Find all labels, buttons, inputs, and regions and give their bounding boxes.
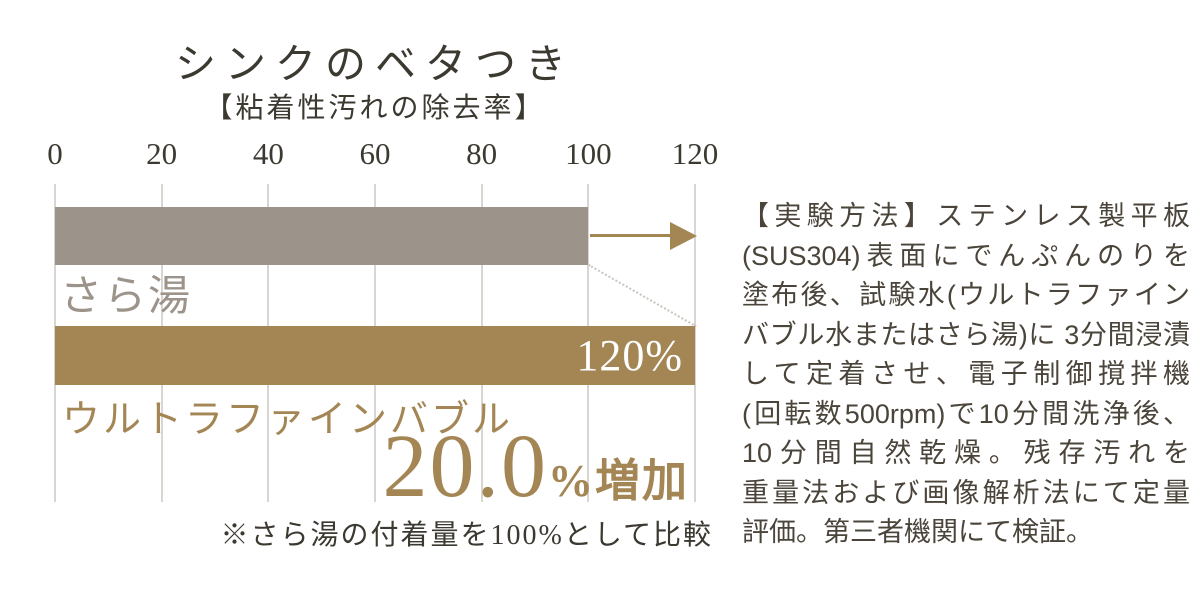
axis-tick-label: 40 — [252, 136, 284, 171]
page-subtitle: 【粘着性汚れの除去率】 — [204, 93, 546, 124]
axis-tick-label: 80 — [466, 136, 498, 171]
method-line: バブル水またはさら湯)に 3分間浸漬 — [742, 319, 1190, 350]
method-text-block: 【実験方法】ステンレス製平板 (SUS304)表面にでんぷんのりを 塗布後、試験… — [742, 197, 1190, 553]
method-line: 【実験方法】ステンレス製平板 — [742, 201, 1190, 231]
dotted-connector-line — [588, 264, 697, 328]
bar-sarayu — [55, 207, 589, 265]
method-line: 10分間自然乾燥。残存汚れを — [742, 438, 1190, 468]
axis-tick-label: 20 — [146, 136, 178, 171]
axis-tick-label: 120 — [671, 136, 719, 171]
bar-value-label: 120% — [576, 331, 683, 380]
increase-stat-suffix: %増加 — [547, 456, 689, 506]
axis-tick-label: 100 — [565, 136, 612, 171]
increase-arrow-line — [590, 234, 674, 237]
increase-stat: 20.0%増加 — [55, 422, 689, 512]
method-line: して定着させ、電子制御撹拌機 — [742, 359, 1190, 389]
increase-arrow-icon — [670, 222, 697, 250]
bar-sarayu-label: さら湯 — [60, 274, 193, 320]
method-line: 塗布後、試験水(ウルトラファイン — [742, 280, 1190, 310]
method-line: 評価。第三者機関にて検証。 — [742, 517, 1093, 547]
method-line: 重量法および画像解析法にて定量 — [742, 477, 1190, 508]
axis-tick-label: 60 — [359, 136, 391, 171]
axis-tick-label: 0 — [47, 136, 63, 171]
gridline — [694, 184, 696, 502]
method-line: (回転数500rpm)で10分間洗浄後、 — [742, 398, 1190, 429]
comparison-note: ※さら湯の付着量を100%として比較 — [220, 520, 713, 551]
bar-ultrafine: 120% — [55, 326, 695, 385]
bar-ultrafine-label: ウルトラファインバブル — [62, 399, 514, 441]
increase-stat-value: 20.0 — [382, 417, 548, 516]
method-line: (SUS304)表面にでんぷんのりを — [742, 240, 1190, 271]
page-title: シンクのベタつき — [175, 41, 575, 87]
